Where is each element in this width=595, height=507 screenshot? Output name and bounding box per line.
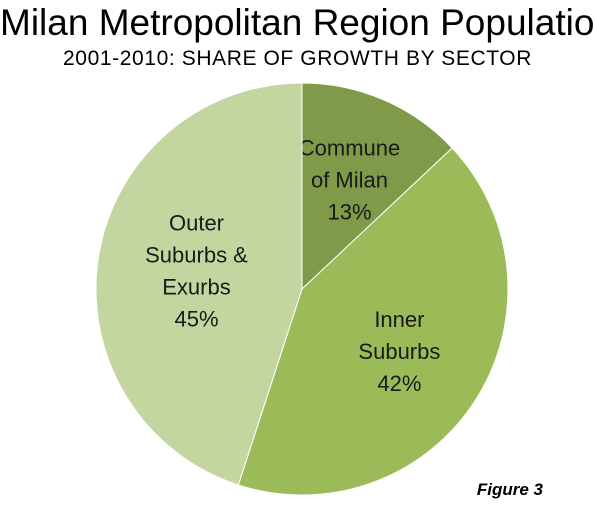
pie-slice-label-0: Commune of Milan 13%: [299, 135, 400, 224]
pie-slice-1: [237, 147, 509, 496]
chart-title: Milan Metropolitan Region Population: [0, 2, 595, 43]
pie-slice-label-2: Outer Suburbs & Exurbs 45%: [145, 210, 248, 331]
figure-label: Figure 3: [476, 480, 543, 499]
pie-slice-name-line: Commune: [299, 135, 400, 160]
pie-slice-name-line: Suburbs: [358, 339, 440, 364]
pie-slice-value-label: 45%: [174, 306, 218, 331]
pie-slice-value-label: 42%: [377, 371, 421, 396]
pie-slice-value-label: 13%: [327, 199, 371, 224]
pie-slice-name-line: of Milan: [311, 167, 388, 192]
chart-subtitle: 2001-2010: SHARE OF GROWTH BY SECTOR: [63, 47, 532, 70]
pie-slice-label-1: Inner Suburbs 42%: [358, 307, 440, 396]
pie-slice-2: [95, 82, 303, 486]
pie-slice-name-line: Outer: [169, 210, 224, 235]
pie-slice-name-line: Exurbs: [162, 274, 230, 299]
pie-slice-name-line: Suburbs &: [145, 242, 248, 267]
pie-slice-name-line: Inner: [374, 307, 424, 332]
pie-slice-0: [301, 82, 453, 291]
